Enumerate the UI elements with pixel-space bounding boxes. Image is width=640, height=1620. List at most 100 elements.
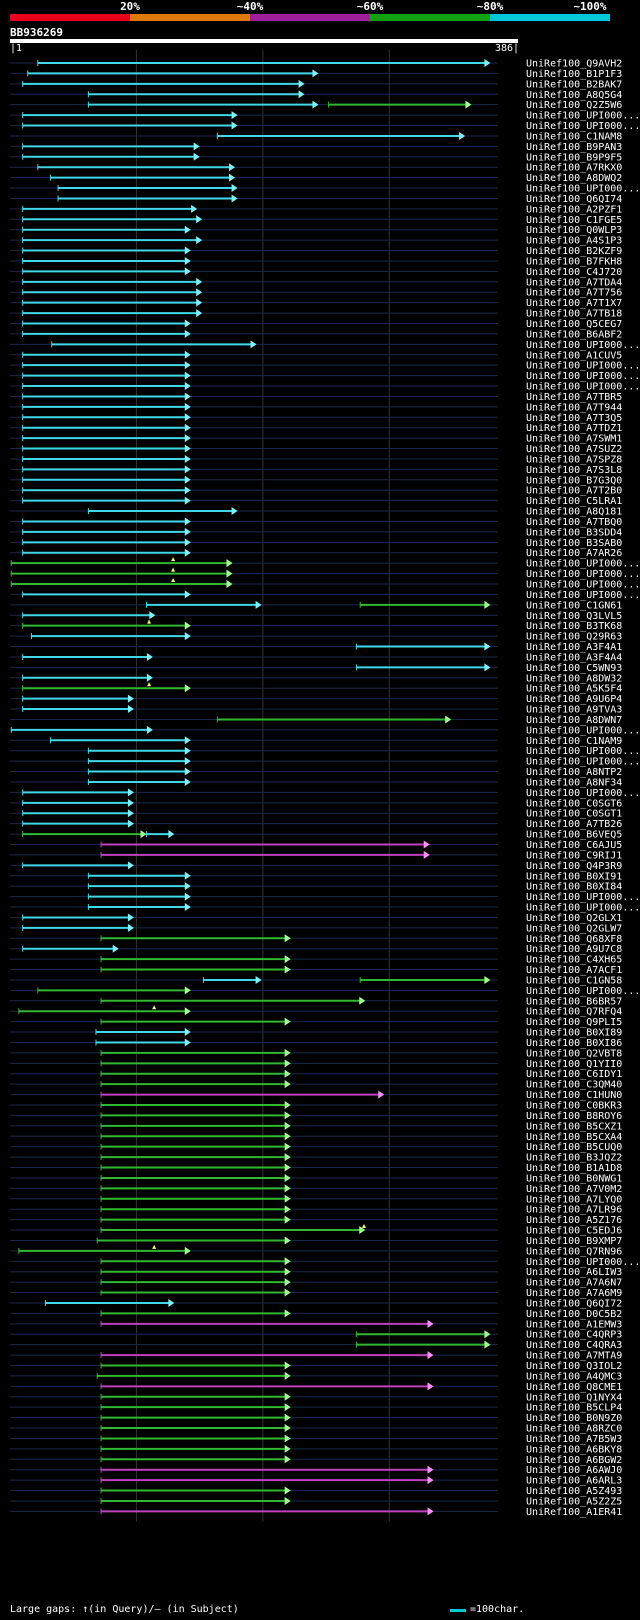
hit-label[interactable]: UniRef100_A7TBR5 [526,392,622,403]
hit-label[interactable]: UniRef100_A3F4A1 [526,642,622,653]
hit-label[interactable]: UniRef100_B1P1F3 [526,69,622,80]
hit-label[interactable]: UniRef100_C1NAM9 [526,736,622,747]
hit-label[interactable]: UniRef100_A1CUV5 [526,350,622,361]
hit-label[interactable]: UniRef100_Q4P3R9 [526,861,622,872]
hit-label[interactable]: UniRef100_D0C5B2 [526,1309,622,1320]
hit-label[interactable]: UniRef100_A7TB26 [526,819,622,830]
hit-label[interactable]: UniRef100_Q6QI72 [526,1298,622,1309]
hit-label[interactable]: UniRef100_B5CXA4 [526,1132,622,1143]
hit-label[interactable]: UniRef100_B0XI84 [526,882,622,893]
hit-label[interactable]: UniRef100_A7TB18 [526,309,622,320]
hit-label[interactable]: UniRef100_Q6QI74 [526,194,622,205]
hit-label[interactable]: UniRef100_A7TBQ0 [526,517,622,528]
hit-label[interactable]: UniRef100_Q7RFQ4 [526,1007,622,1018]
hit-label[interactable]: UniRef100_UPI000... [526,121,640,132]
hit-label[interactable]: UniRef100_C0SGT6 [526,798,622,809]
hit-label[interactable]: UniRef100_A1EMW3 [526,1319,622,1330]
hit-label[interactable]: UniRef100_UPI000... [526,382,640,393]
hit-label[interactable]: UniRef100_C5LRA1 [526,496,622,507]
hit-label[interactable]: UniRef100_Q68XF8 [526,934,622,945]
hit-label[interactable]: UniRef100_Q3LVL5 [526,611,622,622]
hit-label[interactable]: UniRef100_A7SWM1 [526,434,622,445]
hit-label[interactable]: UniRef100_C4XH65 [526,955,622,966]
hit-label[interactable]: UniRef100_UPI000... [526,569,640,580]
hit-label[interactable]: UniRef100_A1ER41 [526,1507,622,1518]
hit-label[interactable]: UniRef100_C1FGE5 [526,215,622,226]
hit-label[interactable]: UniRef100_C0SGT1 [526,809,622,820]
hit-label[interactable]: UniRef100_C1HUN0 [526,1090,622,1101]
hit-label[interactable]: UniRef100_B3TK68 [526,621,622,632]
hit-label[interactable]: UniRef100_A7TDZ1 [526,423,622,434]
hit-label[interactable]: UniRef100_Q2Z5W6 [526,100,622,111]
hit-label[interactable]: UniRef100_A8NF34 [526,777,622,788]
hit-label[interactable]: UniRef100_Q0WLP3 [526,225,622,236]
hit-label[interactable]: UniRef100_Q3IOL2 [526,1361,622,1372]
hit-label[interactable]: UniRef100_UPI000... [526,757,640,768]
hit-label[interactable]: UniRef100_A4QMC3 [526,1371,622,1382]
hit-label[interactable]: UniRef100_A7S3L8 [526,465,622,476]
hit-label[interactable]: UniRef100_A7SUZ2 [526,444,622,455]
hit-label[interactable]: UniRef100_B9PAN3 [526,142,622,153]
hit-label[interactable]: UniRef100_A8DW32 [526,673,622,684]
hit-label[interactable]: UniRef100_B0XI86 [526,1038,622,1049]
hit-label[interactable]: UniRef100_C4QRP3 [526,1330,622,1341]
hit-label[interactable]: UniRef100_UPI000... [526,111,640,122]
hit-label[interactable]: UniRef100_B3SAB0 [526,538,622,549]
hit-label[interactable]: UniRef100_A9TVA3 [526,705,622,716]
hit-label[interactable]: UniRef100_A7T756 [526,288,622,299]
hit-label[interactable]: UniRef100_Q9AVH2 [526,59,622,70]
hit-label[interactable]: UniRef100_B5CUQ0 [526,1142,622,1153]
hit-label[interactable]: UniRef100_B6VEQ5 [526,830,622,841]
hit-label[interactable]: UniRef100_Q1YII0 [526,1059,622,1070]
hit-label[interactable]: UniRef100_A5Z176 [526,1215,622,1226]
hit-label[interactable]: UniRef100_UPI000... [526,371,640,382]
hit-label[interactable]: UniRef100_B3SDD4 [526,527,622,538]
hit-label[interactable]: UniRef100_B2BAK7 [526,79,622,90]
hit-label[interactable]: UniRef100_C1GN61 [526,600,622,611]
hit-label[interactable]: UniRef100_Q2GLW7 [526,923,622,934]
hit-label[interactable]: UniRef100_C0BKR3 [526,1101,622,1112]
hit-label[interactable]: UniRef100_B5CLP4 [526,1403,622,1414]
hit-label[interactable]: UniRef100_UPI000... [526,725,640,736]
hit-label[interactable]: UniRef100_UPI000... [526,788,640,799]
hit-label[interactable]: UniRef100_Q9PLI5 [526,1017,622,1028]
hit-label[interactable]: UniRef100_A7SPZ8 [526,454,622,465]
hit-label[interactable]: UniRef100_A6AWJ0 [526,1465,622,1476]
hit-label[interactable]: UniRef100_A7V0M2 [526,1184,622,1195]
hit-label[interactable]: UniRef100_Q8CME1 [526,1382,622,1393]
hit-label[interactable]: UniRef100_A6BKY8 [526,1444,622,1455]
hit-label[interactable]: UniRef100_A4S1P3 [526,236,622,247]
hit-label[interactable]: UniRef100_A7B5W3 [526,1434,622,1445]
hit-label[interactable]: UniRef100_UPI000... [526,903,640,914]
hit-label[interactable]: UniRef100_A7ACF1 [526,965,622,976]
hit-label[interactable]: UniRef100_B0NWG1 [526,1173,622,1184]
hit-label[interactable]: UniRef100_B6ABF2 [526,329,622,340]
hit-label[interactable]: UniRef100_A6LIW3 [526,1267,622,1278]
hit-label[interactable]: UniRef100_A7RKX0 [526,163,622,174]
hit-label[interactable]: UniRef100_A6BGW2 [526,1455,622,1466]
hit-label[interactable]: UniRef100_A7T1X7 [526,298,622,309]
hit-label[interactable]: UniRef100_A7T3Q5 [526,413,622,424]
hit-label[interactable]: UniRef100_A5K5F4 [526,684,622,695]
hit-label[interactable]: UniRef100_Q1NYX4 [526,1392,622,1403]
hit-label[interactable]: UniRef100_C5EDJ6 [526,1226,622,1237]
hit-label[interactable]: UniRef100_C4QRA3 [526,1340,622,1351]
hit-label[interactable]: UniRef100_B9XMP7 [526,1236,622,1247]
hit-label[interactable]: UniRef100_Q5CEG7 [526,319,622,330]
hit-label[interactable]: UniRef100_C6IDY1 [526,1069,622,1080]
hit-label[interactable]: UniRef100_B6BR57 [526,996,622,1007]
hit-label[interactable]: UniRef100_C4J720 [526,267,622,278]
hit-label[interactable]: UniRef100_Q7RN96 [526,1246,622,1257]
hit-label[interactable]: UniRef100_A8DWN7 [526,715,622,726]
hit-label[interactable]: UniRef100_UPI000... [526,986,640,997]
hit-label[interactable]: UniRef100_UPI000... [526,590,640,601]
hit-label[interactable]: UniRef100_B5CXZ1 [526,1121,622,1132]
hit-label[interactable]: UniRef100_A6ARL3 [526,1476,622,1487]
hit-label[interactable]: UniRef100_A7TDA4 [526,277,622,288]
hit-label[interactable]: UniRef100_B9P9F5 [526,152,622,163]
hit-label[interactable]: UniRef100_B2KZF9 [526,246,622,257]
hit-label[interactable]: UniRef100_B3JQZ2 [526,1153,622,1164]
hit-label[interactable]: UniRef100_A9U7C8 [526,944,622,955]
hit-label[interactable]: UniRef100_Q29R63 [526,632,622,643]
hit-label[interactable]: UniRef100_A8DWQ2 [526,173,622,184]
